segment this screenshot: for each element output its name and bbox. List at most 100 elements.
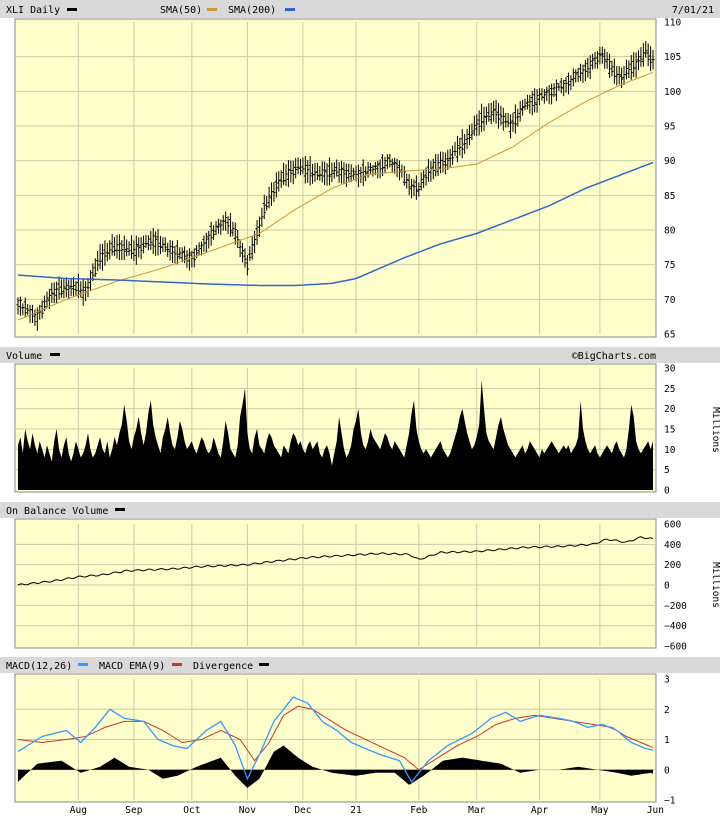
- ohlc-bar: [52, 282, 56, 304]
- ohlc-bar: [472, 115, 476, 136]
- ohlc-bar: [236, 229, 240, 249]
- ohlc-bar: [499, 105, 503, 126]
- ohlc-bar: [211, 225, 216, 240]
- symbol-legend-swatch: [67, 8, 77, 11]
- volume-header-bar: [0, 347, 720, 363]
- ohlc-bar: [603, 48, 607, 69]
- ohlc-bar: [96, 251, 100, 272]
- ohlc-bar: [279, 170, 283, 188]
- x-tick-label: Feb: [410, 805, 427, 816]
- x-tick-label: Sep: [125, 805, 142, 816]
- volume-legend-swatch: [50, 353, 60, 356]
- ohlc-bar: [132, 240, 136, 262]
- macd-header-bar: [0, 657, 720, 673]
- ohlc-bar: [552, 83, 556, 98]
- ohlc-bar: [245, 255, 249, 276]
- ohlc-bar: [518, 100, 522, 122]
- ohlc-bar: [559, 77, 563, 94]
- obv-title: On Balance Volume: [6, 506, 108, 517]
- ohlc-bar: [506, 112, 510, 128]
- ohlc-bar: [98, 243, 102, 270]
- y-tick-label: 95: [664, 122, 675, 133]
- ohlc-bar: [170, 240, 175, 263]
- ohlc-bar: [446, 149, 450, 170]
- ohlc-bar: [636, 50, 641, 71]
- y-tick-label: −600: [664, 642, 687, 653]
- x-tick-label: 21: [350, 805, 362, 816]
- ohlc-bar: [272, 182, 276, 202]
- ohlc-bar: [417, 182, 421, 197]
- ohlc-bar: [91, 263, 95, 282]
- x-tick-label: Dec: [294, 805, 311, 816]
- y-tick-label: 200: [664, 560, 681, 571]
- ohlc-bar: [436, 154, 440, 176]
- ohlc-bar: [151, 227, 155, 255]
- ohlc-bar: [634, 52, 638, 78]
- x-tick-label: Nov: [239, 805, 256, 816]
- ohlc-bar: [315, 162, 319, 181]
- ohlc-bar: [294, 157, 298, 179]
- ohlc-bar: [412, 179, 416, 197]
- ohlc-bar: [199, 241, 204, 256]
- y-tick-label: 0: [664, 486, 670, 497]
- ohlc-bar: [349, 164, 353, 183]
- chart-date: 7/01/21: [672, 5, 714, 16]
- ohlc-bar: [390, 158, 394, 174]
- y-tick-label: 110: [664, 18, 681, 29]
- sma200-label: SMA(200): [228, 5, 276, 16]
- ohlc-bar: [511, 112, 515, 132]
- ohlc-bar: [289, 160, 293, 183]
- ohlc-bar: [545, 86, 549, 101]
- ohlc-bar: [451, 145, 455, 165]
- ohlc-bar: [59, 279, 64, 298]
- divergence-label: Divergence: [193, 661, 253, 672]
- sma200-line: [17, 161, 654, 287]
- ohlc-bar: [562, 79, 566, 97]
- ohlc-bar: [308, 155, 312, 186]
- ohlc-bar: [605, 51, 609, 69]
- ohlc-bar: [521, 99, 525, 116]
- x-tick-label: Mar: [468, 805, 485, 816]
- ohlc-bar: [243, 248, 247, 268]
- ohlc-bar: [583, 60, 587, 82]
- ohlc-bar: [139, 237, 143, 260]
- ohlc-bar: [197, 242, 201, 255]
- ohlc-bar: [175, 240, 179, 265]
- ohlc-bar: [443, 152, 447, 175]
- ohlc-bar: [141, 235, 146, 254]
- ohlc-bar: [414, 175, 418, 200]
- volume-bars: [18, 380, 653, 490]
- ohlc-bar: [395, 158, 399, 178]
- y-tick-label: 600: [664, 520, 681, 531]
- ohlc-bar: [125, 239, 129, 257]
- volume-title: Volume: [6, 351, 42, 362]
- y-tick-label: 100: [664, 87, 681, 98]
- ohlc-bar: [260, 207, 264, 227]
- ohlc-bar: [277, 171, 281, 192]
- ohlc-bar: [238, 239, 242, 258]
- ohlc-bar: [228, 212, 233, 237]
- ohlc-bar: [207, 230, 211, 249]
- ohlc-bar: [166, 242, 170, 257]
- y-tick-label: 0: [664, 581, 670, 592]
- ohlc-bar: [458, 137, 462, 156]
- obv-header-bar: [0, 502, 720, 518]
- ohlc-bar: [475, 114, 479, 137]
- ohlc-bar: [339, 160, 344, 184]
- ohlc-bar: [566, 72, 571, 95]
- ohlc-bar: [156, 229, 160, 256]
- ohlc-bar: [610, 60, 614, 77]
- ohlc-bar: [100, 243, 105, 271]
- ohlc-bar: [376, 160, 380, 179]
- ohlc-bar: [419, 172, 423, 191]
- ohlc-bar: [359, 166, 363, 184]
- ohlc-bar: [388, 153, 392, 168]
- brand-label: ©BigCharts.com: [572, 351, 656, 362]
- ohlc-bar: [547, 85, 551, 105]
- ohlc-bar: [448, 148, 452, 168]
- ohlc-bar: [508, 114, 513, 139]
- ohlc-bar: [103, 240, 107, 266]
- ohlc-bar: [627, 60, 631, 79]
- y-tick-label: 10: [664, 445, 676, 456]
